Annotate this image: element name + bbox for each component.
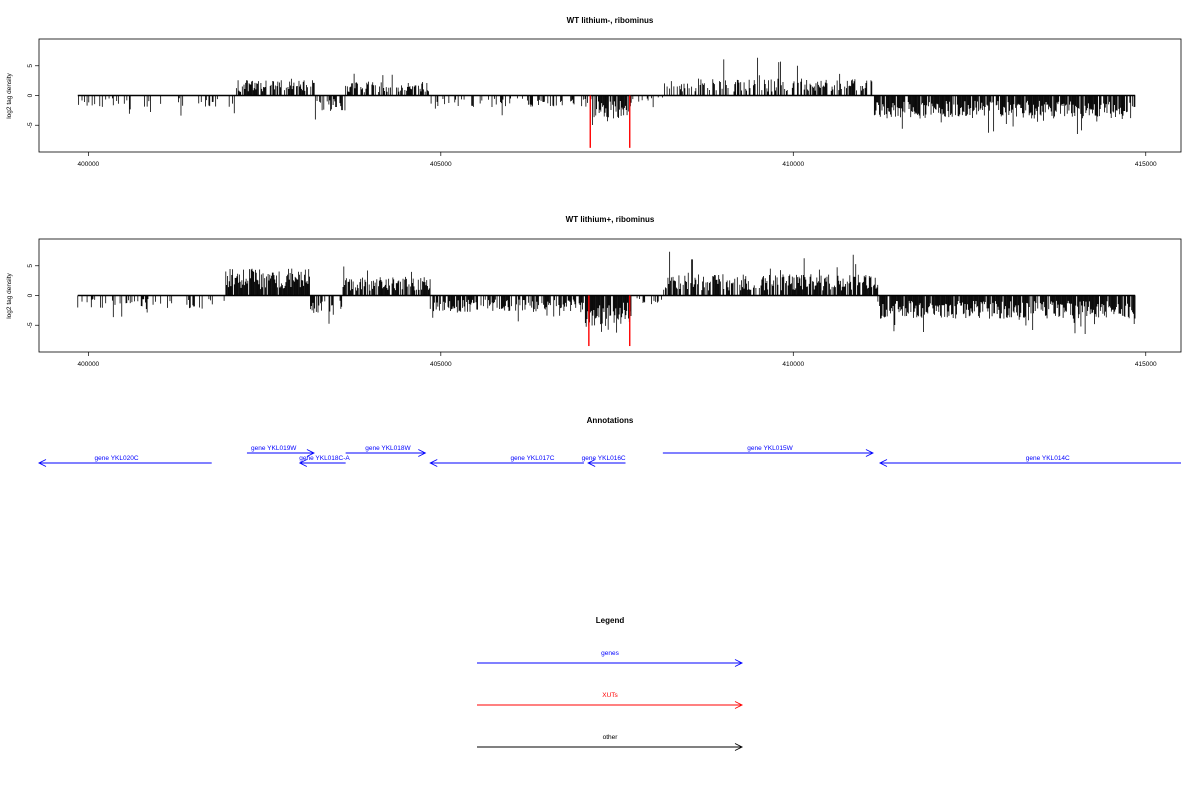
gene-label: gene YKL018W (365, 445, 411, 452)
density-bars (78, 57, 1136, 134)
gene-arrowhead-icon (298, 459, 308, 467)
legend-item-label: other (603, 734, 619, 741)
gene-label: gene YKL016C (582, 455, 626, 462)
gene-label: gene YKL014C (1026, 455, 1070, 462)
x-tick-label: 405000 (430, 361, 452, 368)
x-tick-label: 400000 (77, 361, 99, 368)
gene-label: gene YKL020C (95, 455, 139, 462)
gene-feature[interactable]: gene YKL018C-A (298, 455, 350, 467)
legend-title: Legend (596, 616, 625, 625)
y-axis-label: log2 tag density (6, 72, 13, 118)
legend-item-label: XUTs (602, 692, 618, 699)
y-tick-label: 5 (27, 64, 34, 68)
panel-title: WT lithium-, ribominus (567, 16, 654, 25)
gene-label: gene YKL015W (747, 445, 793, 452)
y-axis: -5 0 5 (27, 64, 39, 128)
legend-item: genes (477, 650, 744, 667)
legend-arrow-icon (734, 701, 744, 709)
y-tick-label: -5 (27, 322, 34, 328)
legend-items: genes XUTs other (477, 650, 744, 751)
gene-label: gene YKL017C (510, 455, 554, 462)
x-tick-label: 410000 (782, 161, 804, 168)
y-axis: -5 0 5 (27, 264, 39, 328)
y-tick-label: 5 (27, 264, 34, 268)
legend-item: other (477, 734, 744, 751)
track-panel-lithium-minus: WT lithium-, ribominus log2 tag density … (6, 16, 1182, 168)
y-tick-label: -5 (27, 122, 34, 128)
x-axis: 400000 405000 410000 415000 (77, 352, 1157, 368)
y-axis-label: log2 tag density (6, 272, 13, 318)
density-bar-series (77, 251, 1136, 334)
xut-highlights (589, 95, 631, 148)
gene-arrowhead-icon (878, 459, 888, 467)
gene-feature[interactable]: gene YKL016C (582, 455, 626, 467)
gene-feature[interactable]: gene YKL015W (662, 445, 874, 457)
x-tick-label: 415000 (1135, 361, 1157, 368)
gene-label: gene YKL018C-A (299, 455, 350, 462)
density-bars (77, 251, 1136, 334)
gene-arrowhead-icon (865, 449, 874, 457)
x-tick-label: 415000 (1135, 161, 1157, 168)
legend: Legend genes XUTs other (477, 616, 744, 751)
legend-item: XUTs (477, 692, 744, 709)
density-bar-series (78, 57, 1136, 134)
gene-label: gene YKL019W (251, 445, 297, 452)
gene-feature[interactable]: gene YKL020C (37, 455, 212, 467)
gene-feature[interactable]: gene YKL017C (429, 455, 584, 467)
annotations-title: Annotations (587, 416, 634, 425)
legend-item-label: genes (601, 650, 619, 657)
x-tick-label: 405000 (430, 161, 452, 168)
legend-arrow-icon (734, 659, 744, 667)
xut-highlights (588, 295, 631, 347)
gene-feature[interactable]: gene YKL014C (878, 455, 1181, 467)
gene-arrowhead-icon (587, 459, 596, 467)
gene-arrowhead-icon (429, 459, 438, 467)
panel-title: WT lithium+, ribominus (566, 215, 655, 224)
y-tick-label: 0 (27, 93, 34, 97)
gene-feature[interactable]: gene YKL019W (246, 445, 315, 457)
gene-arrowhead-icon (306, 449, 315, 457)
y-tick-label: 0 (27, 293, 34, 297)
track-panel-lithium-plus: WT lithium+, ribominus log2 tag density … (6, 215, 1182, 368)
x-tick-label: 400000 (77, 161, 99, 168)
x-axis: 400000 405000 410000 415000 (77, 152, 1157, 168)
gene-arrowhead-icon (37, 459, 47, 467)
gene-arrowhead-icon (418, 449, 427, 457)
legend-arrow-icon (734, 743, 744, 751)
x-tick-label: 410000 (782, 361, 804, 368)
gene-feature[interactable]: gene YKL018W (345, 445, 427, 457)
